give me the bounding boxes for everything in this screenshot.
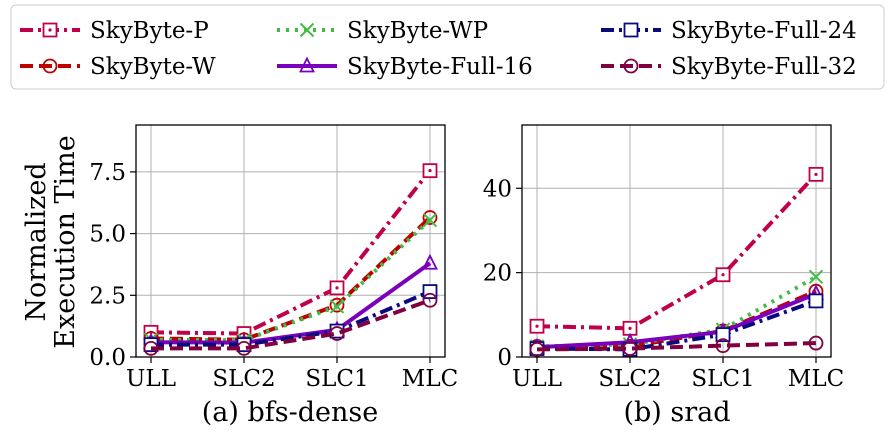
series-line <box>536 291 817 350</box>
series-line <box>150 216 432 342</box>
legend-label: SkyByte-P <box>90 18 209 44</box>
x-tick-label: MLC <box>788 366 844 392</box>
series-skybyte-full-32 <box>143 292 438 356</box>
panel-srad: ULL SLC2 SLC1 MLC 0 20 40 (b) srad <box>483 124 844 428</box>
series-line <box>536 299 817 352</box>
legend-marker-dot <box>48 28 52 32</box>
series-line <box>536 172 818 331</box>
legend-label: SkyByte-Full-32 <box>671 54 857 80</box>
grid <box>136 125 445 358</box>
y-tick-label: 0.0 <box>89 345 126 371</box>
data-point <box>808 269 824 285</box>
data-point <box>422 212 438 228</box>
data-point <box>329 326 345 341</box>
data-point-dot <box>628 326 632 330</box>
data-point <box>715 338 731 354</box>
data-point-dot <box>535 324 539 328</box>
legend-item-skybyte-full-24: SkyByte-Full-24 <box>601 18 857 44</box>
panel-bfs-dense: ULL SLC2 SLC1 MLC 0.0 2.5 5.0 7.5 (a) bfs-dense <box>89 124 458 428</box>
data-point <box>715 327 731 343</box>
legend-item-skybyte-full-32: SkyByte-Full-32 <box>601 54 857 80</box>
x-tick-label: SLC1 <box>305 366 368 392</box>
x-tick-label: ULL <box>512 366 562 392</box>
legend-frame <box>10 4 885 90</box>
x-tick-label: SLC2 <box>598 366 661 392</box>
y-tick-label: 20 <box>483 261 512 287</box>
plot-frame <box>521 124 832 358</box>
series-line <box>151 298 431 351</box>
data-point <box>329 299 345 314</box>
data-point <box>422 253 438 270</box>
y-tick-label: 2.5 <box>89 283 126 309</box>
legend-marker <box>299 22 315 38</box>
x-tick-label: MLC <box>402 366 458 392</box>
series-line <box>150 218 432 343</box>
panel-title: (a) bfs-dense <box>202 397 379 428</box>
legend-item-skybyte-wp: SkyByte-WP <box>277 18 488 44</box>
data-point-dot <box>428 169 432 173</box>
series-skybyte-p <box>529 166 824 336</box>
legend-marker <box>623 22 639 38</box>
data-point <box>808 293 824 309</box>
series-skybyte-full-32 <box>529 335 824 357</box>
data-point <box>808 335 824 351</box>
legend-marker <box>299 56 315 73</box>
series-skybyte-w <box>143 210 438 348</box>
data-point-dot <box>721 273 725 277</box>
data-point <box>143 340 159 356</box>
plot-frame <box>135 124 446 358</box>
y-tick-label: 5.0 <box>89 222 126 248</box>
y-axis-label-line2: Execution Time <box>50 135 81 348</box>
legend: SkyByte-P SkyByte-W SkyByte-WP SkyByte-Full… <box>10 4 885 90</box>
legend-item-skybyte-full-16: SkyByte-Full-16 <box>277 54 533 80</box>
data-point <box>529 342 545 357</box>
panel-title: (b) srad <box>623 397 730 428</box>
data-point <box>422 292 438 308</box>
x-tick-label: ULL <box>126 366 176 392</box>
y-tick-label: 40 <box>483 176 512 202</box>
legend-item-skybyte-w: SkyByte-W <box>20 54 216 80</box>
legend-label: SkyByte-Full-16 <box>347 54 533 80</box>
legend-label: SkyByte-WP <box>347 18 488 44</box>
series-line <box>536 341 817 352</box>
legend-item-skybyte-p: SkyByte-P <box>20 18 209 44</box>
data-point <box>236 340 252 356</box>
data-point <box>622 341 638 356</box>
legend-marker <box>623 58 639 74</box>
legend-label: SkyByte-Full-24 <box>671 18 857 44</box>
y-tick-label: 0 <box>497 345 512 371</box>
y-axis-label-line1: Normalized <box>21 162 52 321</box>
series-line <box>150 169 432 336</box>
data-point-dot <box>814 172 818 176</box>
y-tick-label: 7.5 <box>89 160 126 186</box>
data-point <box>422 210 438 225</box>
x-tick-label: SLC2 <box>212 366 275 392</box>
grid <box>522 125 831 358</box>
legend-label: SkyByte-W <box>90 54 216 80</box>
data-point <box>329 297 345 313</box>
series-line <box>150 261 432 345</box>
legend-marker <box>42 58 58 74</box>
series-line <box>151 289 431 347</box>
x-tick-label: SLC1 <box>691 366 754 392</box>
data-point-dot <box>335 286 339 290</box>
